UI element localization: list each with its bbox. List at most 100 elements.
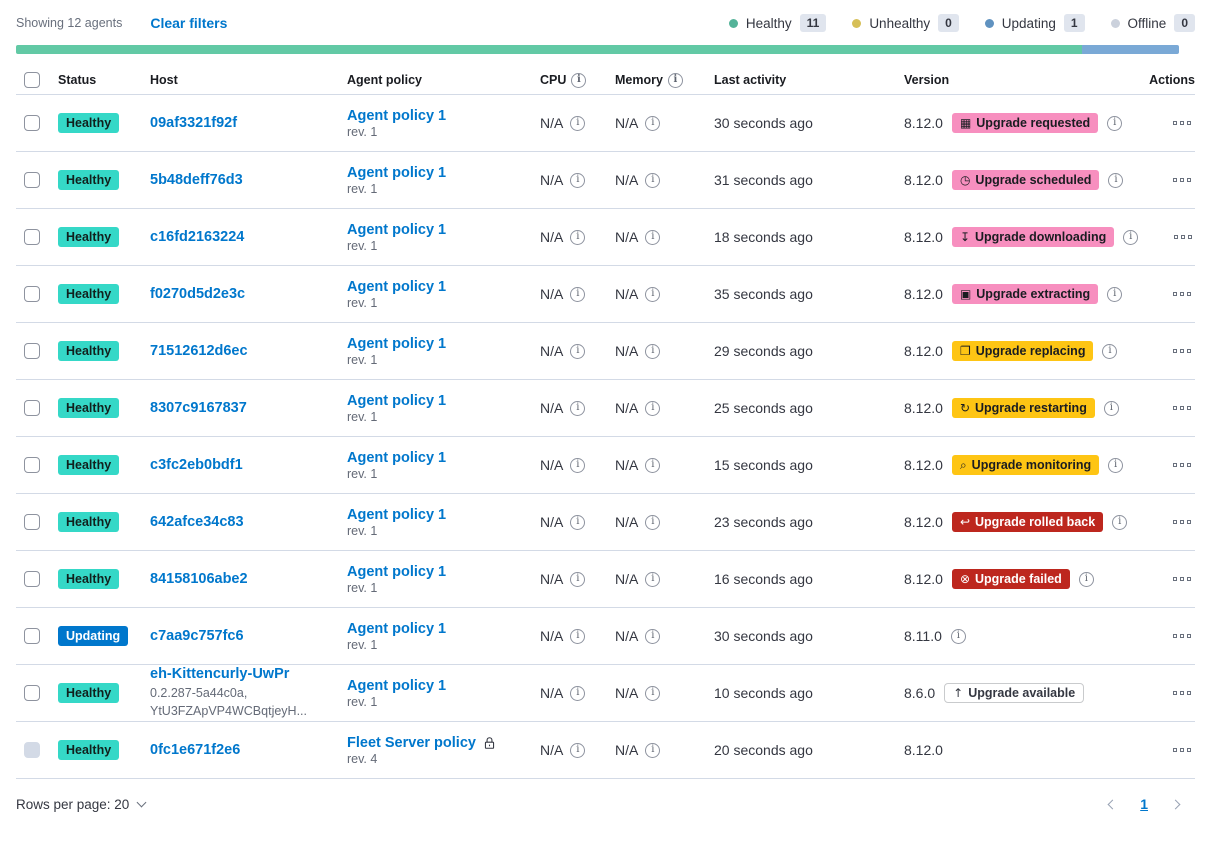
boxes-horizontal-icon[interactable] bbox=[1169, 345, 1195, 357]
info-icon[interactable] bbox=[570, 742, 586, 758]
row-checkbox[interactable] bbox=[24, 571, 40, 587]
info-icon[interactable] bbox=[1102, 343, 1118, 359]
info-icon[interactable] bbox=[570, 685, 586, 701]
host-link[interactable]: f0270d5d2e3c bbox=[150, 286, 246, 302]
host-link[interactable]: c16fd2163224 bbox=[150, 229, 245, 245]
info-icon[interactable] bbox=[570, 514, 586, 530]
row-checkbox[interactable] bbox=[24, 229, 40, 245]
info-icon[interactable] bbox=[570, 628, 586, 644]
row-checkbox[interactable] bbox=[24, 115, 40, 131]
host-link[interactable]: 09af3321f92f bbox=[150, 115, 238, 131]
next-page-button[interactable] bbox=[1168, 797, 1183, 812]
info-icon[interactable] bbox=[570, 115, 586, 131]
boxes-horizontal-icon[interactable] bbox=[1169, 459, 1195, 471]
info-icon[interactable] bbox=[950, 628, 966, 644]
info-icon[interactable] bbox=[645, 343, 661, 359]
select-all-checkbox[interactable] bbox=[24, 72, 40, 88]
row-checkbox[interactable] bbox=[24, 628, 40, 644]
info-icon[interactable] bbox=[1078, 571, 1094, 587]
cpu-value: N/A bbox=[540, 514, 564, 530]
rows-per-page-selector[interactable]: Rows per page: 20 bbox=[16, 797, 147, 812]
info-icon[interactable] bbox=[667, 72, 683, 88]
info-icon[interactable] bbox=[645, 571, 661, 587]
agent-policy-link[interactable]: Agent policy 1 bbox=[347, 164, 447, 181]
info-icon[interactable] bbox=[1108, 172, 1124, 188]
row-checkbox[interactable] bbox=[24, 400, 40, 416]
row-checkbox[interactable] bbox=[24, 286, 40, 302]
agent-policy-link[interactable]: Agent policy 1 bbox=[347, 563, 447, 580]
info-icon[interactable] bbox=[645, 685, 661, 701]
info-icon[interactable] bbox=[1112, 514, 1128, 530]
host-link[interactable]: 71512612d6ec bbox=[150, 343, 248, 359]
info-icon[interactable] bbox=[570, 571, 586, 587]
memory-value: N/A bbox=[615, 229, 639, 245]
boxes-horizontal-icon[interactable] bbox=[1169, 687, 1195, 699]
clear-filters-link[interactable]: Clear filters bbox=[150, 15, 228, 31]
boxes-horizontal-icon[interactable] bbox=[1169, 288, 1195, 300]
info-icon[interactable] bbox=[571, 72, 587, 88]
boxes-horizontal-icon[interactable] bbox=[1169, 117, 1195, 129]
boxes-horizontal-icon[interactable] bbox=[1169, 516, 1195, 528]
info-icon[interactable] bbox=[645, 229, 661, 245]
info-icon[interactable] bbox=[645, 286, 661, 302]
info-icon[interactable] bbox=[570, 457, 586, 473]
info-icon[interactable] bbox=[645, 400, 661, 416]
info-icon[interactable] bbox=[570, 286, 586, 302]
column-header-agent-policy[interactable]: Agent policy bbox=[347, 73, 423, 87]
boxes-horizontal-icon[interactable] bbox=[1170, 231, 1196, 243]
info-icon[interactable] bbox=[570, 229, 586, 245]
boxes-horizontal-icon[interactable] bbox=[1169, 573, 1195, 585]
row-checkbox[interactable] bbox=[24, 514, 40, 530]
info-icon[interactable] bbox=[1107, 286, 1123, 302]
boxes-horizontal-icon[interactable] bbox=[1169, 744, 1195, 756]
agent-policy-link[interactable]: Fleet Server policy bbox=[347, 734, 476, 751]
row-checkbox[interactable] bbox=[24, 457, 40, 473]
host-link[interactable]: 8307c9167837 bbox=[150, 400, 247, 416]
agent-policy-link[interactable]: Agent policy 1 bbox=[347, 278, 447, 295]
host-link[interactable]: c3fc2eb0bdf1 bbox=[150, 457, 243, 473]
host-link[interactable]: 642afce34c83 bbox=[150, 514, 244, 530]
row-checkbox[interactable] bbox=[24, 172, 40, 188]
info-icon[interactable] bbox=[570, 172, 586, 188]
info-icon[interactable] bbox=[645, 457, 661, 473]
row-checkbox[interactable] bbox=[24, 742, 40, 758]
info-icon[interactable] bbox=[645, 514, 661, 530]
column-header-status[interactable]: Status bbox=[58, 73, 97, 87]
column-header-version[interactable]: Version bbox=[904, 73, 950, 87]
info-icon[interactable] bbox=[1108, 457, 1124, 473]
row-checkbox[interactable] bbox=[24, 343, 40, 359]
status-badge: Healthy bbox=[58, 740, 120, 760]
previous-page-button[interactable] bbox=[1105, 797, 1120, 812]
page-number-1[interactable]: 1 bbox=[1140, 796, 1148, 812]
column-header-memory[interactable]: Memory bbox=[615, 72, 714, 88]
host-link[interactable]: 0fc1e671f2e6 bbox=[150, 742, 241, 758]
info-icon[interactable] bbox=[645, 115, 661, 131]
column-header-cpu[interactable]: CPU bbox=[540, 72, 615, 88]
host-link[interactable]: 5b48deff76d3 bbox=[150, 172, 243, 188]
agent-policy-link[interactable]: Agent policy 1 bbox=[347, 677, 447, 694]
info-icon[interactable] bbox=[1103, 400, 1119, 416]
column-header-host[interactable]: Host bbox=[150, 73, 178, 87]
info-icon[interactable] bbox=[1107, 115, 1123, 131]
info-icon[interactable] bbox=[570, 343, 586, 359]
agent-policy-link[interactable]: Agent policy 1 bbox=[347, 620, 447, 637]
agent-policy-link[interactable]: Agent policy 1 bbox=[347, 335, 447, 352]
info-icon[interactable] bbox=[645, 628, 661, 644]
agent-policy-link[interactable]: Agent policy 1 bbox=[347, 392, 447, 409]
agent-policy-link[interactable]: Agent policy 1 bbox=[347, 107, 447, 124]
boxes-horizontal-icon[interactable] bbox=[1169, 630, 1195, 642]
agent-policy-link[interactable]: Agent policy 1 bbox=[347, 506, 447, 523]
host-link[interactable]: c7aa9c757fc6 bbox=[150, 628, 244, 644]
boxes-horizontal-icon[interactable] bbox=[1169, 174, 1195, 186]
agent-policy-link[interactable]: Agent policy 1 bbox=[347, 221, 447, 238]
column-header-last-activity[interactable]: Last activity bbox=[714, 73, 787, 87]
agent-policy-link[interactable]: Agent policy 1 bbox=[347, 449, 447, 466]
host-link[interactable]: eh-Kittencurly-UwPr bbox=[150, 666, 290, 682]
row-checkbox[interactable] bbox=[24, 685, 40, 701]
host-link[interactable]: 84158106abe2 bbox=[150, 571, 248, 587]
boxes-horizontal-icon[interactable] bbox=[1169, 402, 1195, 414]
info-icon[interactable] bbox=[1123, 229, 1139, 245]
info-icon[interactable] bbox=[570, 400, 586, 416]
info-icon[interactable] bbox=[645, 742, 661, 758]
info-icon[interactable] bbox=[645, 172, 661, 188]
